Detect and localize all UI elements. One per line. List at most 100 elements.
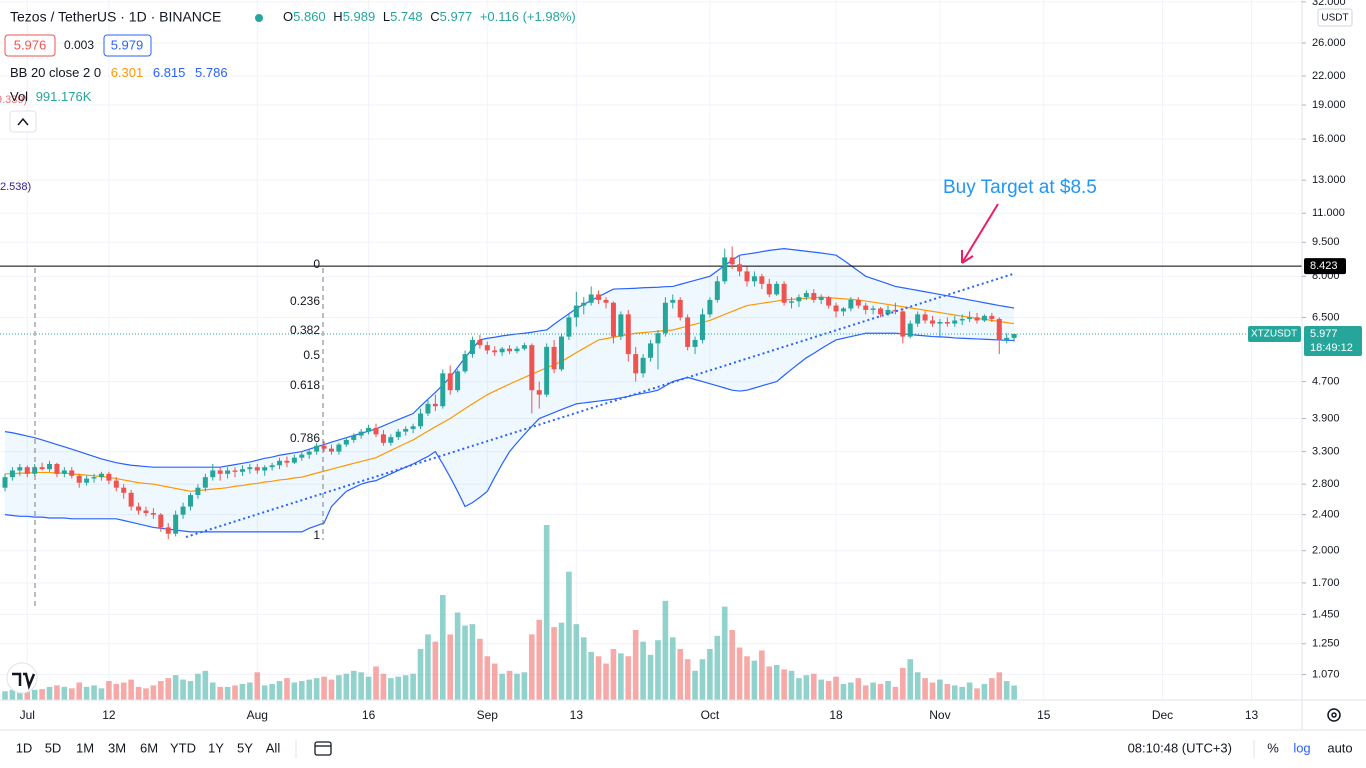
vol-legend: Vol 991.176K — [10, 89, 92, 104]
volume-bar — [336, 675, 342, 700]
plot-area — [0, 246, 1302, 700]
logo-mark — [12, 672, 36, 690]
fib-tool: 0 0.236 0.382 0.5 0.618 0.786 1 — [34, 257, 324, 606]
volume-bar — [959, 686, 965, 700]
sell-price[interactable]: 5.976 — [14, 37, 47, 52]
volume-bar — [91, 685, 97, 700]
candle-body — [299, 454, 305, 458]
volume-bar — [224, 686, 231, 700]
candle-body — [714, 281, 720, 300]
candle-body — [98, 473, 104, 478]
fib-label: 0.236 — [290, 294, 320, 308]
volume-bar — [877, 683, 884, 700]
y-tick-label: 11.000 — [1312, 207, 1345, 219]
volume-bar — [951, 685, 958, 700]
y-tick-label: 6.500 — [1312, 311, 1340, 323]
level-badge-label: 8.423 — [1310, 260, 1338, 272]
currency[interactable]: USDT — [1321, 13, 1348, 24]
candle-body — [24, 467, 30, 474]
candle-body — [633, 354, 639, 374]
volume-bar — [276, 681, 283, 700]
range-button[interactable]: 1Y — [208, 740, 224, 755]
calendar-icon[interactable] — [314, 741, 332, 756]
candle-body — [158, 514, 164, 528]
candle-body — [974, 317, 980, 321]
candle-body — [855, 299, 861, 306]
spread: 0.003 — [64, 38, 94, 52]
sell-button[interactable] — [4, 34, 56, 57]
candle-body — [944, 322, 950, 324]
range-button[interactable]: 1M — [76, 740, 94, 755]
last-price-label: 5.977 — [1310, 328, 1338, 340]
candle-body — [455, 371, 461, 391]
x-tick-label: Jul — [20, 708, 35, 722]
volume-bar — [744, 656, 750, 700]
settings-button[interactable] — [1327, 708, 1341, 722]
range-button[interactable]: All — [266, 740, 281, 755]
symbol-badge — [1248, 326, 1301, 343]
volume-bar — [120, 682, 127, 700]
volume-bar — [580, 637, 587, 700]
candle-body — [106, 473, 112, 481]
candle-body — [1004, 337, 1010, 340]
volume-bar — [796, 678, 802, 700]
candle-body — [418, 413, 424, 427]
volume-bar — [759, 650, 765, 700]
volume-bar — [677, 648, 684, 700]
bb-upper-line — [4, 248, 1015, 468]
candle-body — [588, 294, 594, 303]
buy-price[interactable]: 5.979 — [111, 37, 144, 52]
range-button[interactable]: 6M — [140, 740, 158, 755]
fib-label: 0.786 — [290, 431, 320, 445]
volume-bar — [885, 681, 891, 700]
candle-body — [737, 264, 743, 272]
candle-body — [722, 257, 728, 282]
x-tick-label: Nov — [929, 708, 950, 722]
candle-body — [17, 467, 23, 471]
bb-basis-value: 6.301 — [111, 65, 144, 80]
range-button[interactable]: YTD — [170, 740, 196, 755]
candle-body — [692, 339, 698, 347]
gear-ring[interactable] — [1327, 708, 1341, 722]
volume-bar — [707, 648, 713, 700]
candle-body — [447, 373, 453, 391]
clock[interactable]: 08:10:48 (UTC+3) — [1128, 740, 1232, 755]
date-range-button[interactable] — [314, 741, 332, 756]
scale-option[interactable]: log — [1293, 740, 1310, 755]
volume-bar — [989, 678, 995, 700]
volume-bar — [499, 673, 505, 700]
y-tick-label: 2.800 — [1312, 478, 1340, 490]
currency-box[interactable] — [1317, 8, 1353, 27]
volume-bar — [640, 641, 646, 700]
gear-hub[interactable] — [1331, 712, 1337, 718]
range-button[interactable]: 3M — [108, 740, 126, 755]
range-button[interactable]: 5Y — [237, 740, 253, 755]
price-axis: 32.000 26.000 22.000 19.000 16.000 13.000 11.0… — [1302, 0, 1362, 680]
symbol-title[interactable]: Tezos / TetherUS · 1D · BINANCE — [10, 9, 221, 25]
scale-option[interactable]: auto — [1327, 740, 1352, 755]
volume-bar — [24, 688, 31, 700]
volume-bar — [870, 682, 876, 700]
volume-bar — [529, 634, 535, 700]
candle-body — [336, 444, 342, 452]
collapse-button[interactable] — [9, 110, 37, 133]
buy-button[interactable] — [103, 34, 152, 57]
ohlc-value: 5.989 — [343, 9, 376, 24]
x-tick-label: Aug — [247, 708, 268, 722]
volume-bar — [714, 635, 721, 700]
scale-option[interactable]: % — [1267, 740, 1279, 755]
candle-body — [121, 487, 127, 493]
candle-body — [833, 305, 839, 312]
candle-body — [744, 271, 750, 282]
volume-bar — [39, 689, 45, 700]
volume-bar — [2, 691, 8, 700]
volume-bar — [803, 675, 810, 700]
range-button[interactable]: 1D — [16, 740, 33, 755]
volume-bar — [996, 672, 1003, 700]
candle-body — [380, 434, 386, 443]
candle-body — [655, 333, 661, 344]
clipped-label: 9.339) — [0, 94, 27, 106]
volume-bar — [670, 637, 676, 700]
volume-bar — [239, 683, 246, 700]
range-button[interactable]: 5D — [45, 740, 62, 755]
